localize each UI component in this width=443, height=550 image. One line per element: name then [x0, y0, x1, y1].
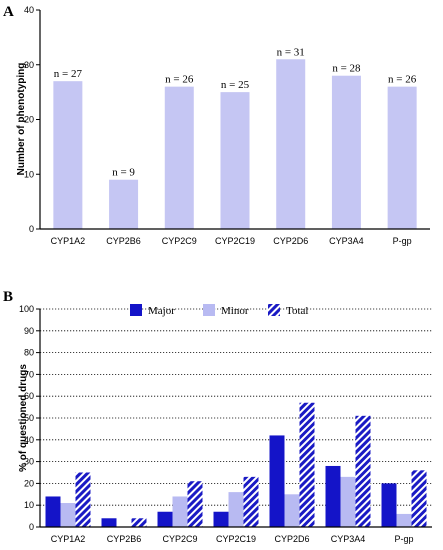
chart-a-y-tick-label: 40 — [24, 5, 34, 15]
chart-b-category-label: P-gp — [394, 534, 413, 544]
legend-swatch-major — [130, 304, 142, 316]
chart-a-bar — [53, 81, 83, 229]
chart-b-bar-minor — [60, 503, 76, 527]
chart-b-category-label: CYP1A2 — [51, 534, 86, 544]
chart-b-bar-total — [243, 476, 259, 527]
chart-a-category-label: CYP3A4 — [329, 236, 364, 246]
chart-a-bar — [109, 179, 139, 229]
chart-b-y-ticks: 0 10 20 30 40 50 60 70 80 90 100 — [19, 304, 40, 532]
chart-a-data-label: n = 26 — [165, 74, 194, 86]
chart-b-bar-total — [187, 481, 203, 527]
chart-a-bar — [164, 86, 194, 230]
chart-a-data-label: n = 26 — [388, 74, 417, 86]
chart-b-category-label: CYP2B6 — [107, 534, 142, 544]
chart-b-y-tick-label: 20 — [24, 478, 34, 488]
chart-a-data-label: n = 27 — [54, 68, 83, 80]
chart-b-category-label: CYP2D6 — [274, 534, 309, 544]
chart-b-bars — [45, 402, 427, 527]
chart-a-category-label: CYP2C19 — [215, 236, 255, 246]
chart-a-y-ticks: 0 10 20 30 40 — [24, 5, 40, 234]
chart-b-category-label: CYP3A4 — [331, 534, 366, 544]
chart-a-y-tick-label: 20 — [24, 115, 34, 125]
chart-b-y-tick-label: 60 — [24, 391, 34, 401]
chart-a-category-label: CYP2D6 — [273, 236, 308, 246]
chart-a: A Number of phenotyping 0 10 20 30 40 n = 27… — [3, 4, 430, 246]
panel-a-letter: A — [3, 4, 14, 20]
chart-a-data-label: n = 25 — [221, 79, 250, 91]
chart-a-data-label: n = 31 — [277, 46, 305, 58]
chart-b-bar-major — [269, 435, 285, 527]
chart-b-bar-minor — [340, 476, 356, 527]
chart-b-y-tick-label: 30 — [24, 457, 34, 467]
legend-swatch-minor — [203, 304, 215, 316]
chart-b-bar-major — [325, 465, 341, 527]
legend-label-minor: Minor — [221, 305, 249, 317]
chart-b-category-label: CYP2C9 — [162, 534, 197, 544]
chart-b-bar-minor — [396, 513, 412, 527]
chart-a-data-label: n = 28 — [332, 63, 361, 75]
chart-b-category-label: CYP2C19 — [216, 534, 256, 544]
chart-a-bars — [53, 59, 417, 230]
chart-b: B % of questioned drugs 0 10 20 30 40 50 60 70 8… — [3, 289, 432, 544]
chart-a-y-tick-label: 10 — [24, 169, 34, 179]
chart-a-y-tick-label: 30 — [24, 60, 34, 70]
chart-b-y-tick-label: 100 — [19, 304, 34, 314]
chart-b-y-tick-label: 80 — [24, 348, 34, 358]
chart-a-category-labels: CYP1A2 CYP2B6 CYP2C9 CYP2C19 CYP2D6 CYP3A4 P-g… — [51, 236, 412, 246]
chart-b-bar-major — [213, 511, 229, 527]
chart-b-y-tick-label: 10 — [24, 500, 34, 510]
chart-b-bar-minor — [284, 494, 300, 527]
chart-a-category-label: CYP2C9 — [162, 236, 197, 246]
chart-b-y-axis-title: % of questioned drugs — [18, 364, 29, 472]
chart-a-data-label: n = 9 — [112, 167, 135, 179]
chart-b-bar-major — [157, 511, 173, 527]
chart-b-bar-total — [355, 415, 371, 527]
chart-b-bar-minor — [172, 496, 188, 527]
chart-b-y-tick-label: 70 — [24, 369, 34, 379]
chart-b-y-tick-label: 0 — [29, 522, 34, 532]
chart-a-bar — [276, 59, 306, 230]
chart-b-bar-total — [299, 402, 315, 527]
chart-a-category-label: CYP2B6 — [106, 236, 141, 246]
legend-label-total: Total — [286, 305, 308, 317]
legend-swatch-total — [268, 304, 280, 316]
chart-b-bar-total — [411, 470, 427, 527]
panel-b-letter: B — [3, 289, 13, 305]
chart-b-y-tick-label: 50 — [24, 413, 34, 423]
chart-b-category-labels: CYP1A2 CYP2B6 CYP2C9 CYP2C19 CYP2D6 CYP3A4 P-g… — [51, 534, 414, 544]
chart-b-gridlines — [40, 308, 432, 506]
chart-b-y-tick-label: 90 — [24, 326, 34, 336]
chart-b-bar-major — [45, 496, 61, 527]
chart-a-y-axis-title: Number of phenotyping — [16, 63, 27, 176]
chart-a-category-label: P-gp — [393, 236, 412, 246]
chart-a-category-label: CYP1A2 — [51, 236, 86, 246]
chart-b-bar-total — [131, 518, 147, 527]
chart-a-data-labels: n = 27 n = 9 n = 26 n = 25 n = 31 n = 28 n = 2… — [54, 46, 417, 178]
chart-b-y-tick-label: 40 — [24, 435, 34, 445]
chart-a-bar — [220, 92, 250, 229]
chart-b-legend: Major Minor Total — [130, 304, 308, 317]
legend-label-major: Major — [148, 305, 175, 317]
chart-b-bar-minor — [228, 492, 244, 527]
chart-a-bar — [387, 86, 417, 230]
chart-a-y-tick-label: 0 — [29, 224, 34, 234]
chart-b-bar-major — [381, 483, 397, 527]
chart-b-bar-total — [75, 472, 91, 527]
chart-b-bar-major — [101, 518, 117, 527]
chart-a-bar — [331, 75, 361, 229]
